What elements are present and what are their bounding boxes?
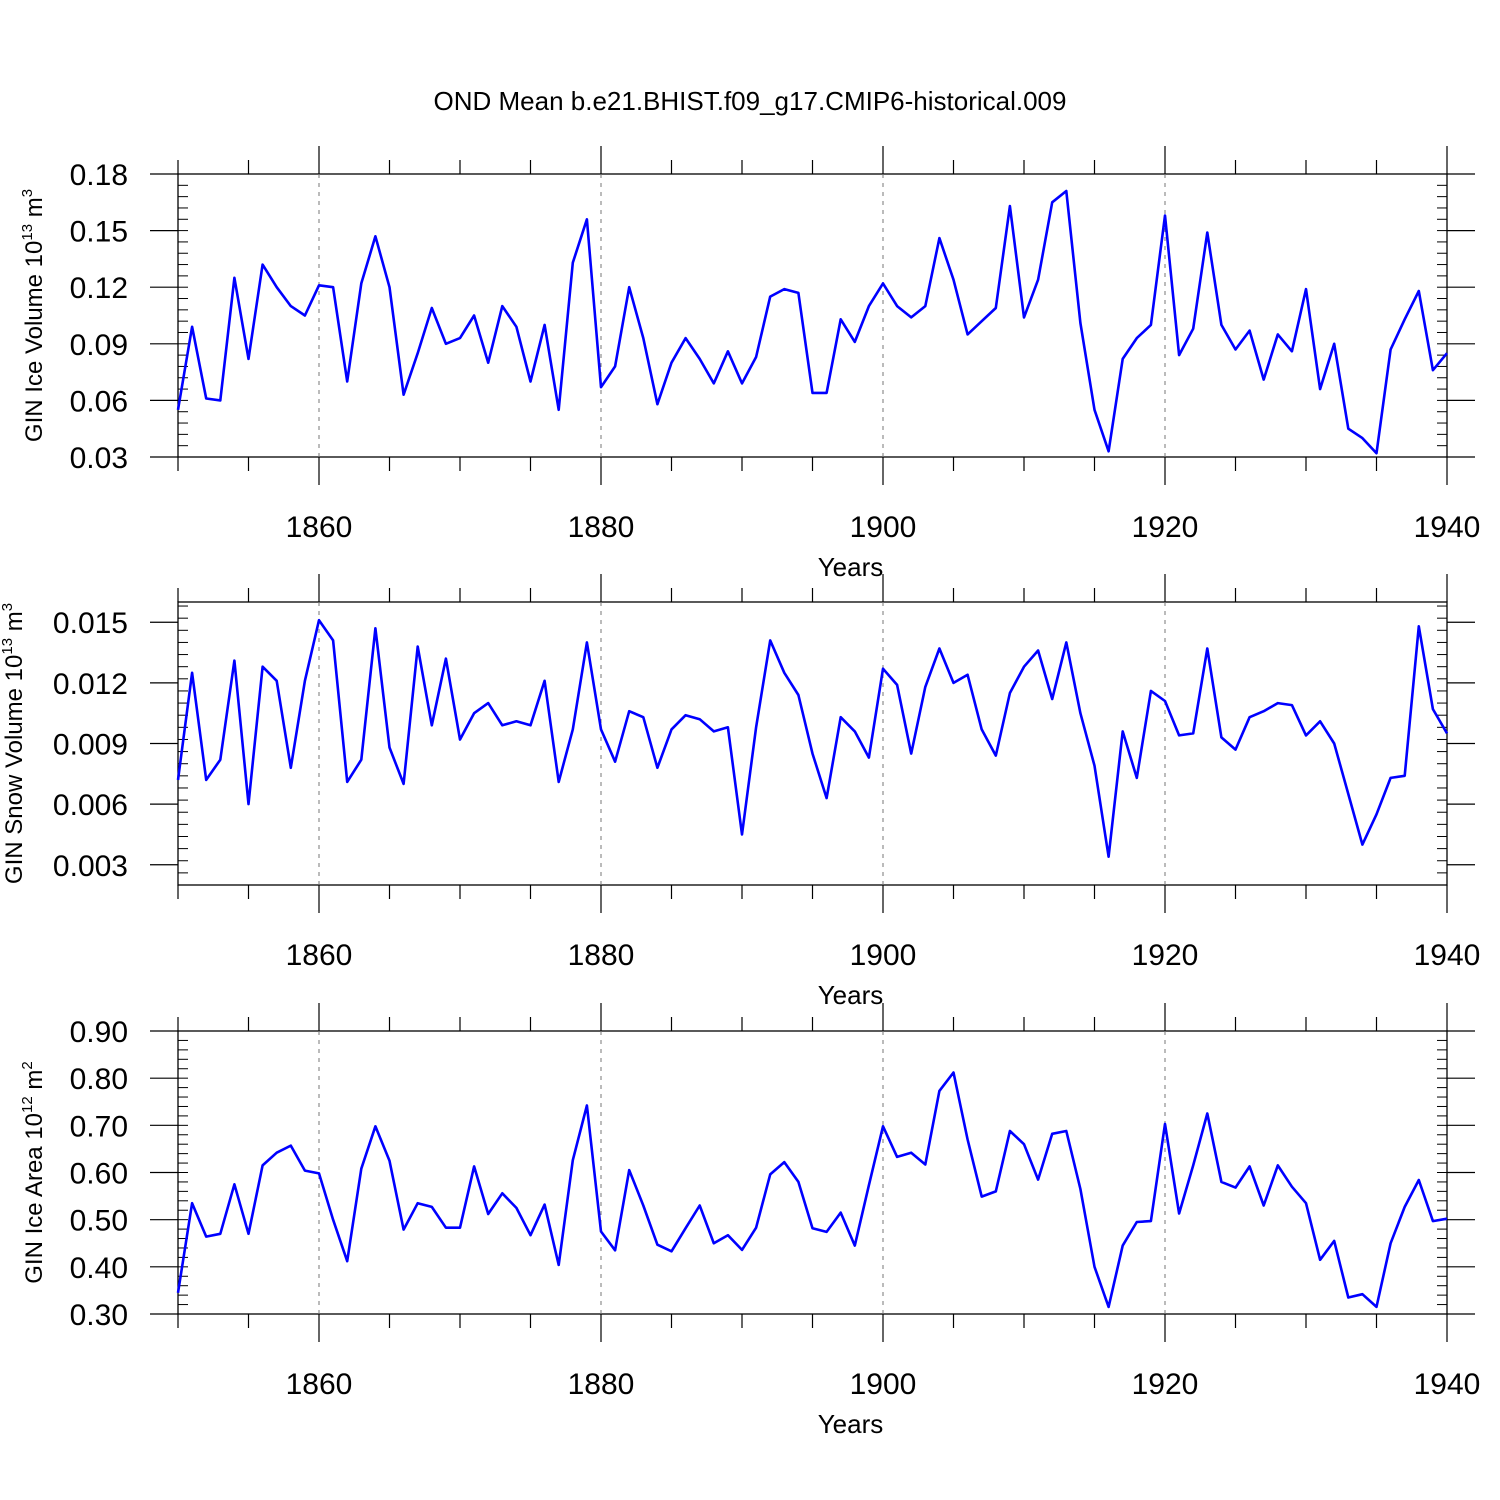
- x-axis-title: Years: [818, 1409, 884, 1439]
- plot-frame: [177, 601, 1448, 886]
- chart-panel-2: 1860 1880 1900 1920 1940 Years 0.003 0.006 0.009…: [0, 574, 1480, 1010]
- data-series-line: [176, 618, 1449, 859]
- y-tick-label: 0.80: [70, 1063, 128, 1096]
- x-tick-label: 1860: [286, 511, 353, 544]
- x-tick-label: 1880: [568, 511, 635, 544]
- y-tick-label: 0.40: [70, 1252, 128, 1285]
- x-tick-label: 1940: [1414, 511, 1481, 544]
- x-axis-title: Years: [818, 552, 884, 582]
- y-tick-label: 0.12: [70, 272, 128, 305]
- x-tick-label: 1920: [1132, 511, 1199, 544]
- chart-panel-3: 1860 1880 1900 1920 1940 Years 0.30 0.40 0.50 0.6…: [19, 1003, 1480, 1439]
- y-tick-label: 0.015: [53, 607, 128, 640]
- y-tick-label: 0.03: [70, 442, 128, 475]
- y-tick-label: 0.30: [70, 1299, 128, 1332]
- y-axis-title: GIN Ice Volume 1013 m3: [19, 189, 48, 442]
- figure-title: OND Mean b.e21.BHIST.f09_g17.CMIP6-histo…: [434, 86, 1067, 116]
- y-tick-label: 0.003: [53, 850, 128, 883]
- y-tick-label: 0.09: [70, 329, 128, 362]
- x-tick-label: 1900: [850, 939, 917, 972]
- y-axis-title: GIN Snow Volume 1013 m3: [0, 603, 28, 884]
- x-tick-label: 1860: [286, 939, 353, 972]
- y-tick-label: 0.60: [70, 1158, 128, 1191]
- y-tick-label: 0.70: [70, 1110, 128, 1143]
- chart-panel-1: 1860 1880 1900 1920 1940 Years 0.03 0.06 0.09 0.1…: [19, 146, 1480, 582]
- x-tick-label: 1900: [850, 1368, 917, 1401]
- plot-frame: [177, 1030, 1448, 1315]
- x-tick-label: 1900: [850, 511, 917, 544]
- y-tick-label: 0.012: [53, 668, 128, 701]
- x-tick-label: 1940: [1414, 1368, 1481, 1401]
- x-tick-label: 1920: [1132, 939, 1199, 972]
- panels: 1860 1880 1900 1920 1940 Years 0.03 0.06 0.09 0.1…: [0, 146, 1480, 1439]
- y-tick-label: 0.006: [53, 789, 128, 822]
- y-tick-label: 0.06: [70, 385, 128, 418]
- y-axis-title: GIN Ice Area 1012 m2: [19, 1061, 48, 1283]
- data-series-line: [176, 189, 1449, 455]
- data-series-line: [176, 1071, 1448, 1309]
- x-tick-label: 1880: [568, 939, 635, 972]
- x-tick-label: 1940: [1414, 939, 1481, 972]
- y-tick-label: 0.15: [70, 216, 128, 249]
- y-tick-label: 0.009: [53, 729, 128, 762]
- y-tick-label: 0.50: [70, 1205, 128, 1238]
- x-axis-title: Years: [818, 980, 884, 1010]
- x-tick-label: 1920: [1132, 1368, 1199, 1401]
- y-tick-label: 0.90: [70, 1016, 128, 1049]
- x-tick-label: 1860: [286, 1368, 353, 1401]
- y-tick-label: 0.18: [70, 159, 128, 192]
- x-tick-label: 1880: [568, 1368, 635, 1401]
- plot-frame: [177, 173, 1448, 458]
